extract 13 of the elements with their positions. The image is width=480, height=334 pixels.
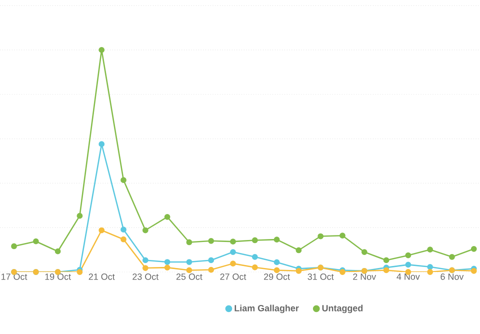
x-tick-label: 27 Oct [220,274,246,280]
legend-label: Untagged [322,304,363,314]
x-tick-label: 21 Oct [88,274,115,280]
x-tick-label: 4 Nov [396,274,420,280]
x-tick-label: 29 Oct [264,274,290,280]
x-tick-label: 31 Oct [308,274,334,280]
legend-label: Liam Gallagher [234,304,299,314]
x-tick-label: 2 Nov [353,274,376,280]
x-tick-label: 23 Oct [132,274,159,280]
x-tick-label: 19 Oct [45,274,71,280]
x-tick-label: 6 Nov [440,274,464,280]
x-tick-label: 25 Oct [176,274,202,280]
x-tick-label: 17 Oct [1,274,28,280]
